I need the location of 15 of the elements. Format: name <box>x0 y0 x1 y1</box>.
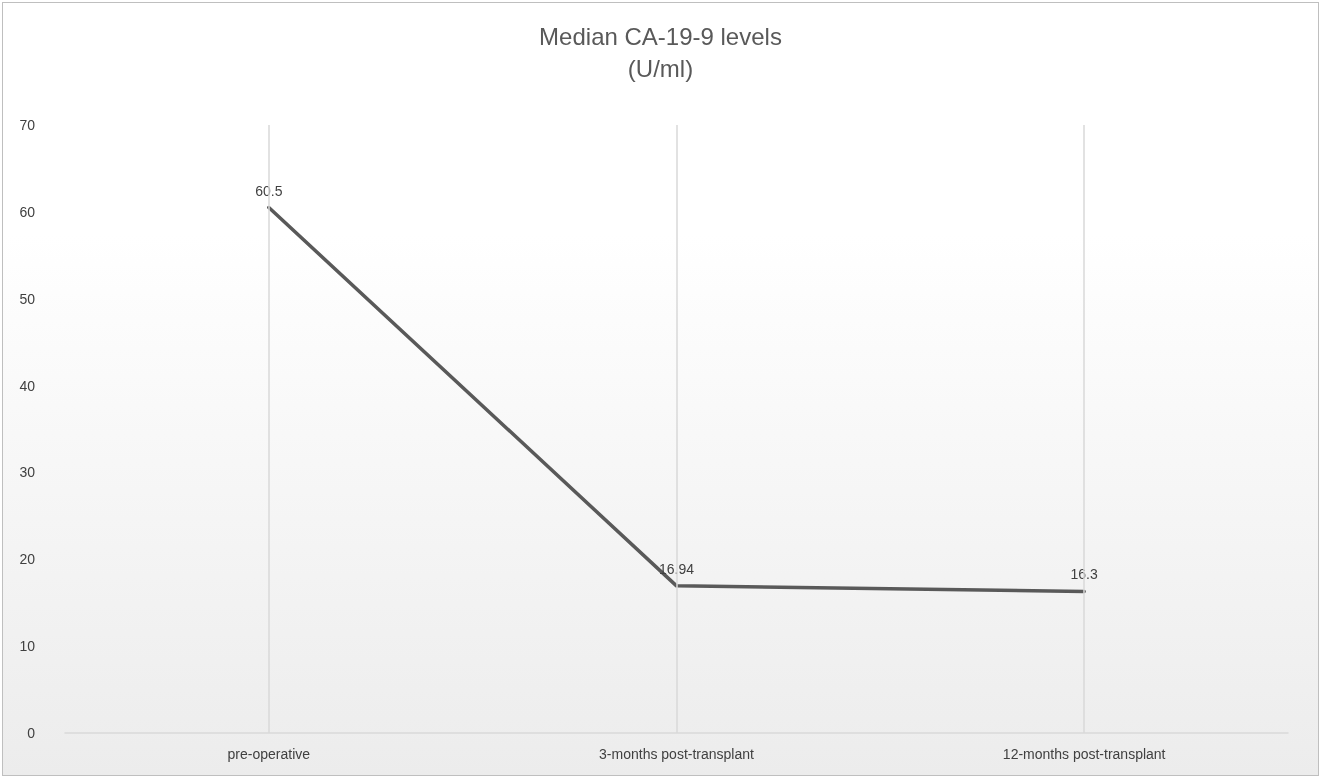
data-label: 16.3 <box>1070 566 1098 583</box>
x-tick-label: 3-months post-transplant <box>599 746 755 762</box>
y-tick-label: 20 <box>19 551 36 568</box>
chart-title: Median CA-19-9 levels (U/ml) <box>539 22 782 82</box>
y-tick-label: 50 <box>19 290 36 307</box>
y-tick-label: 10 <box>19 638 36 655</box>
x-tick-label: 12-months post-transplant <box>1002 746 1166 762</box>
data-label: 60.5 <box>255 182 283 199</box>
y-tick-label: 70 <box>19 117 36 133</box>
y-tick-label: 0 <box>27 725 36 741</box>
x-tick-label: pre-operative <box>227 746 311 762</box>
y-tick-label: 40 <box>19 377 36 394</box>
data-label: 16.94 <box>658 560 695 577</box>
y-tick-label: 30 <box>19 464 36 481</box>
y-tick-label: 60 <box>19 203 36 220</box>
